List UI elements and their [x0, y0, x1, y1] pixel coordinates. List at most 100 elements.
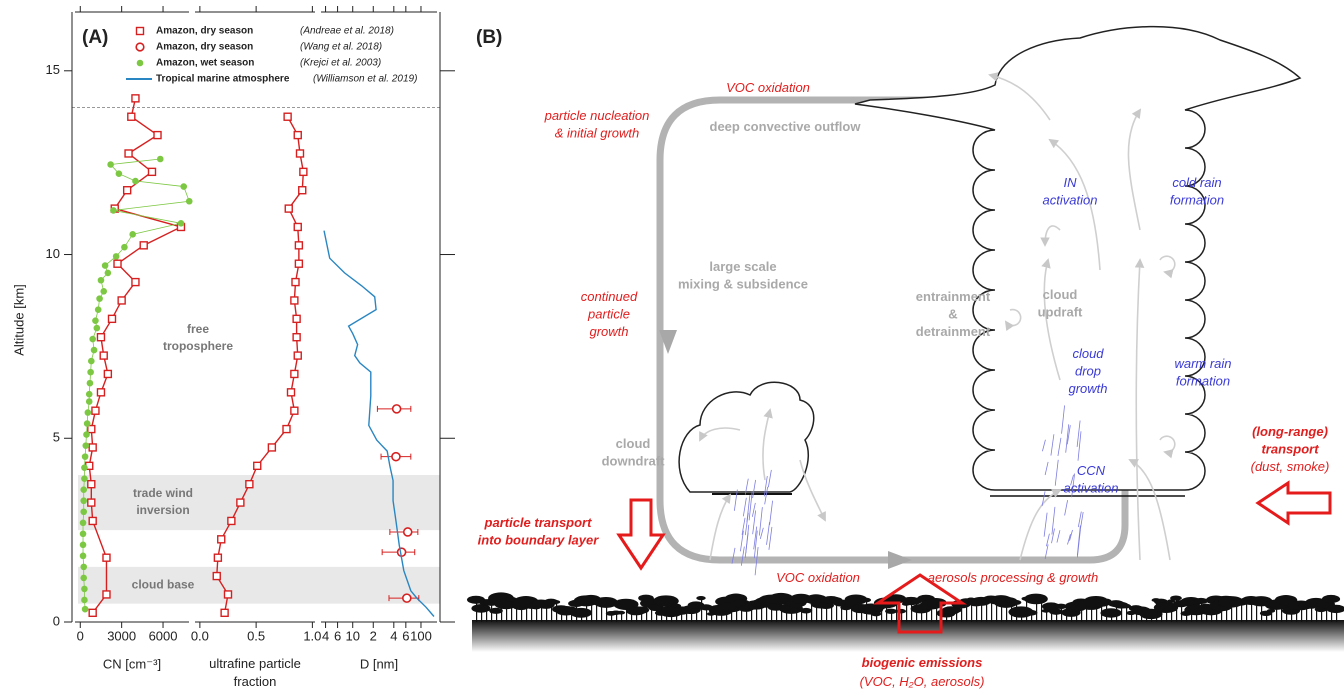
rain-streak: [1077, 511, 1082, 528]
data-point: [91, 406, 100, 415]
data-point: [213, 553, 223, 562]
data-point: [286, 388, 296, 397]
tree-trunk: [921, 608, 923, 622]
rain-streak: [752, 479, 756, 499]
diagram-label-line: (VOC, H₂O, aerosols): [860, 674, 985, 689]
tree-trunk: [841, 603, 843, 622]
tree-trunk: [846, 607, 848, 622]
data-point: [80, 486, 88, 494]
rain-streak: [1069, 529, 1073, 541]
rain-streak: [740, 530, 744, 552]
tree-trunk: [1186, 613, 1188, 622]
tree-trunk: [751, 606, 753, 622]
data-point: [80, 497, 88, 505]
rain-streak: [1067, 533, 1071, 545]
tree-trunk: [936, 602, 938, 622]
diagram-label: (long-range) transport: [1252, 424, 1328, 457]
tree-trunk: [611, 613, 613, 622]
tree-trunk: [911, 601, 913, 622]
diagram-label-line: cloud: [616, 436, 651, 451]
band-label-line: cloud base: [132, 577, 195, 591]
tree-trunk: [1121, 605, 1123, 622]
diagram-label-line: cold rain: [1172, 175, 1221, 190]
data-point: [97, 276, 105, 284]
diagram-label-line: mixing & subsidence: [678, 277, 808, 292]
data-point: [282, 424, 291, 434]
rain-streak: [754, 547, 759, 576]
legend-label: Amazon, wet season: [156, 58, 254, 69]
rain-streak: [1051, 528, 1055, 544]
rain-streak: [1056, 530, 1061, 543]
layer-band: [78, 566, 440, 604]
data-point: [87, 424, 96, 434]
x-tick-label: 6: [334, 628, 341, 643]
tree-trunk: [836, 600, 838, 622]
legend-source: (Williamson et al. 2019): [313, 74, 417, 85]
diagram-label: continued particle growth: [581, 289, 638, 339]
data-point: [267, 443, 277, 452]
tree-trunk: [1056, 611, 1058, 622]
data-point: [96, 333, 106, 342]
data-point: [299, 167, 308, 177]
data-point: [81, 596, 88, 604]
diagram-label: large scale mixing & subsidence: [678, 259, 808, 292]
data-point: [81, 464, 88, 471]
tree-trunk: [796, 602, 798, 622]
band-label-line: inversion: [136, 503, 189, 517]
data-point: [81, 585, 88, 593]
rain-streak: [1076, 420, 1081, 447]
x-tick-label: 4: [322, 628, 329, 643]
tree-trunk: [861, 608, 863, 622]
data-point: [223, 590, 233, 599]
tree-trunk: [961, 604, 963, 622]
diagram-label: CCN activation: [1064, 463, 1119, 496]
data-point: [139, 241, 148, 250]
legend-label: Amazon, dry season: [156, 42, 253, 53]
tree-trunk: [926, 598, 928, 622]
diagram-label-line: updraft: [1038, 305, 1083, 320]
tree-crown: [1321, 594, 1341, 604]
data-point: [212, 571, 221, 581]
tree-trunk: [1076, 606, 1078, 622]
tree-crown: [1326, 604, 1344, 614]
x-tick-label: 2: [370, 628, 377, 643]
data-point: [81, 453, 89, 460]
data-point: [88, 357, 95, 365]
diagram-label: VOC oxidation: [726, 80, 810, 95]
diagram: [466, 25, 1344, 652]
diagram-label: (dust, smoke): [1251, 459, 1330, 474]
data-point: [121, 243, 128, 251]
tree-trunk: [1236, 602, 1238, 622]
rain-streak: [1061, 405, 1065, 434]
diagram-label-line: IN: [1064, 175, 1078, 190]
tree-trunk: [786, 608, 788, 622]
diagram-label-line: warm rain: [1174, 356, 1231, 371]
data-point: [93, 324, 101, 332]
rain-streak: [731, 547, 736, 564]
tree-trunk: [1271, 610, 1273, 622]
x-axis-title-line: fraction: [234, 674, 277, 689]
tree-crown: [870, 611, 882, 617]
diagram-label: cloud drop growth: [1068, 346, 1107, 396]
data-point: [217, 535, 226, 544]
y-axis-title: Altitude [km]: [11, 284, 26, 356]
rain-streak: [1054, 459, 1059, 486]
diagram-label: cloud updraft: [1038, 287, 1083, 320]
tree-trunk: [1036, 598, 1038, 622]
tree-trunk: [631, 610, 633, 622]
legend-source: (Andreae et al. 2018): [300, 26, 394, 37]
data-point: [185, 197, 193, 205]
data-point: [101, 262, 109, 269]
tree-trunk: [561, 609, 563, 622]
annotation-line: free: [187, 322, 209, 336]
tree-trunk: [586, 600, 588, 622]
data-point: [82, 442, 90, 449]
diagram-label-line: growth: [1068, 381, 1107, 396]
data-point: [85, 390, 93, 398]
rain-streak: [1046, 533, 1050, 547]
tree-trunk: [736, 598, 738, 622]
legend-label: Tropical marine atmosphere: [156, 74, 290, 85]
data-point: [79, 552, 87, 560]
tree-trunk: [661, 613, 663, 622]
